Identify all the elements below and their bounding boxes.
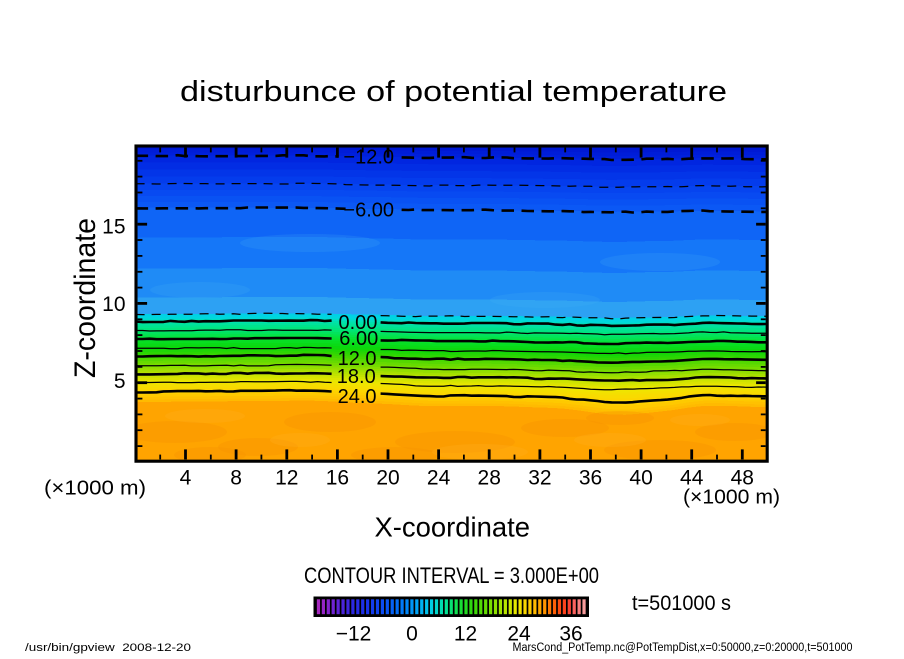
svg-text:18.0: 18.0 [337,366,376,388]
svg-text:12: 12 [275,467,298,490]
svg-text:t=501000 s: t=501000 s [632,592,731,615]
svg-text:CONTOUR INTERVAL = 3.000E+00: CONTOUR INTERVAL = 3.000E+00 [304,563,599,588]
svg-text:16: 16 [326,467,349,490]
svg-text:8: 8 [230,467,242,490]
svg-text:5: 5 [114,370,126,393]
svg-text:32: 32 [528,467,551,490]
svg-text:24.0: 24.0 [338,386,377,408]
svg-text:−12.0: −12.0 [343,147,394,169]
svg-text:/usr/bin/gpview 2008-12-20: /usr/bin/gpview 2008-12-20 [25,642,191,654]
svg-text:36: 36 [579,467,602,490]
svg-text:20: 20 [376,467,399,490]
svg-text:48: 48 [731,467,754,490]
svg-text:(×1000 m): (×1000 m) [44,478,146,500]
svg-text:10: 10 [102,293,125,316]
svg-text:0: 0 [406,623,418,646]
svg-text:24: 24 [427,467,451,490]
svg-text:6.00: 6.00 [339,328,378,350]
svg-text:40: 40 [629,467,652,490]
svg-text:36: 36 [559,623,582,646]
svg-text:24: 24 [507,623,531,646]
svg-text:X-coordinate: X-coordinate [375,512,531,543]
svg-text:12: 12 [454,623,477,646]
svg-text:12.0: 12.0 [338,348,377,370]
svg-text:MarsCond_PotTemp.nc@PotTempDis: MarsCond_PotTemp.nc@PotTempDist,x=0:5000… [513,642,853,654]
svg-text:Z-coordinate: Z-coordinate [69,218,102,378]
svg-text:28: 28 [478,467,501,490]
svg-text:−12: −12 [336,623,372,646]
svg-text:44: 44 [680,467,704,490]
svg-text:0.00: 0.00 [339,312,378,334]
svg-text:4: 4 [180,467,192,490]
svg-text:(×1000 m): (×1000 m) [683,487,780,509]
svg-text:15: 15 [102,216,125,239]
svg-text:−6.00: −6.00 [343,200,394,222]
svg-text:disturbunce of potential tempe: disturbunce of potential temperature [180,76,727,108]
